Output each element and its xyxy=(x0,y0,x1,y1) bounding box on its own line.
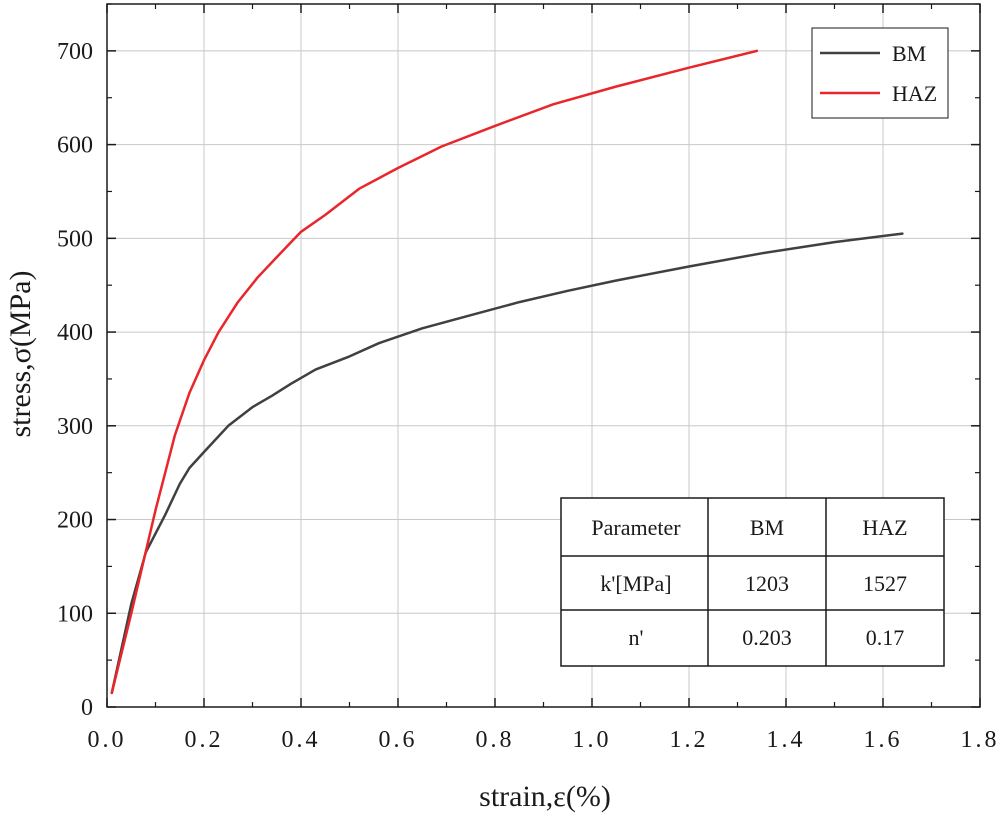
legend: BM HAZ xyxy=(811,27,949,119)
table-cell: 0.17 xyxy=(866,625,905,650)
axis-ticks xyxy=(106,3,981,708)
x-tick-label: 1.6 xyxy=(864,727,903,753)
series-line-bm xyxy=(110,232,904,695)
x-tick-label: 0.6 xyxy=(379,727,418,753)
table-cell: k'[MPa] xyxy=(600,571,671,596)
table-cell: 1527 xyxy=(863,571,907,596)
x-tick-label: 0.0 xyxy=(88,727,127,753)
table-header-cell: HAZ xyxy=(862,515,907,540)
x-tick-label: 0.8 xyxy=(476,727,515,753)
table-cell: 0.203 xyxy=(742,625,792,650)
table-cell: 1203 xyxy=(745,571,789,596)
legend-box xyxy=(811,27,949,119)
table-cell: n' xyxy=(629,625,644,650)
table-header-cell: BM xyxy=(750,515,784,540)
table-frame xyxy=(560,497,945,667)
y-tick-label: 400 xyxy=(57,320,93,346)
x-tick-label: 1.0 xyxy=(573,727,612,753)
x-tick-label: 1.4 xyxy=(767,727,806,753)
y-tick-label: 700 xyxy=(57,39,93,65)
series-layer xyxy=(110,49,904,695)
tick-labels: 0.0 0.2 0.4 0.6 0.8 1.0 1.2 1.4 1.6 1.8 0 100 200 300… xyxy=(57,39,1000,753)
y-tick-label: 600 xyxy=(57,133,93,159)
y-axis-title: stress,σ(MPa) xyxy=(4,271,37,438)
x-tick-label: 1.8 xyxy=(961,727,1000,753)
x-tick-label: 1.2 xyxy=(670,727,709,753)
legend-label-bm: BM xyxy=(892,41,926,66)
y-tick-label: 500 xyxy=(57,226,93,252)
parameter-table: Parameter BM HAZ k'[MPa] 1203 1527 n' 0.… xyxy=(560,497,945,667)
x-tick-label: 0.2 xyxy=(185,727,224,753)
x-tick-label: 0.4 xyxy=(282,727,321,753)
y-tick-label: 100 xyxy=(57,601,93,627)
y-tick-label: 300 xyxy=(57,414,93,440)
table-header-cell: Parameter xyxy=(591,515,681,540)
legend-label-haz: HAZ xyxy=(892,81,937,106)
series-line-haz xyxy=(110,49,759,695)
x-axis-title: strain,ε(%) xyxy=(479,780,611,813)
y-tick-label: 0 xyxy=(81,695,93,721)
y-tick-label: 200 xyxy=(57,508,93,534)
